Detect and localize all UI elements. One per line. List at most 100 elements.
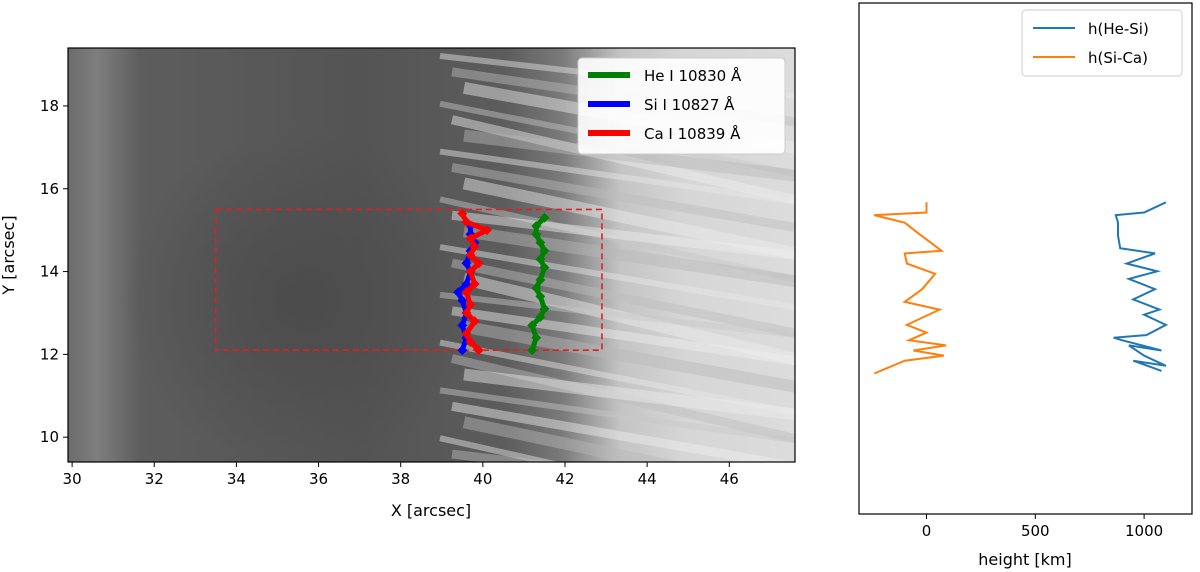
series-point (469, 279, 480, 289)
series-point (465, 299, 476, 310)
region-box (215, 208, 603, 352)
series-point (531, 221, 542, 231)
height-line-0 (1113, 201, 1169, 372)
left-x-ticks: 30 32 34 36 38 40 42 44 46 (63, 462, 739, 488)
left-panel: 30 32 34 36 38 40 42 44 46 10 12 14 16 18 X [arcsec]… (0, 47, 796, 520)
series-point (465, 336, 476, 347)
filament (439, 196, 795, 283)
series-point (535, 237, 546, 248)
series-point (461, 216, 472, 227)
series-point (457, 320, 468, 331)
series-point (535, 274, 546, 285)
filament (439, 291, 795, 338)
filament (439, 435, 560, 462)
x-tick-label: 46 (720, 470, 739, 488)
series-point (465, 250, 476, 260)
y-tick-label: 12 (40, 345, 59, 363)
left-plot-frame (67, 47, 796, 463)
legend-label-ca: Ca I 10839 Å (644, 124, 741, 143)
right-legend: h(He-Si) h(Si-Ca) (1021, 9, 1183, 77)
right-x-ticks: 0 500 1000 (922, 514, 1163, 540)
series-point (539, 212, 550, 223)
x-tick-label: 30 (63, 470, 82, 488)
series-point (461, 308, 472, 318)
right-series-layer (873, 201, 1169, 375)
x-tick-label: 1000 (1125, 522, 1163, 540)
left-legend: He I 10830 Å Si I 10827 Å Ca I 10839 Å (577, 57, 786, 155)
left-x-axis-label: X [arcsec] (391, 501, 471, 520)
filament (450, 354, 795, 443)
filament (463, 225, 795, 288)
filament (451, 258, 795, 338)
x-tick-label: 0 (922, 522, 932, 540)
series-point (527, 345, 538, 356)
series-point (535, 312, 546, 323)
x-tick-label: 42 (555, 470, 574, 488)
x-tick-label: 36 (309, 470, 328, 488)
left-y-ticks: 10 12 14 16 18 (40, 97, 68, 446)
x-tick-label: 500 (1021, 522, 1050, 540)
filament (451, 163, 795, 232)
y-tick-label: 10 (40, 428, 59, 446)
series-line-2 (459, 211, 490, 353)
umbra-core (120, 130, 480, 462)
right-plot-frame (858, 2, 1193, 515)
legend-label-si: Si I 10827 Å (644, 95, 735, 114)
left-series-layer (453, 208, 550, 356)
right-legend-box (1021, 9, 1183, 77)
filament (439, 387, 795, 444)
filament (451, 306, 795, 366)
series-point (539, 303, 550, 314)
series-point (539, 245, 550, 256)
filament (462, 273, 795, 365)
series-point (473, 258, 484, 269)
series-point (457, 208, 468, 219)
series-point (473, 345, 484, 356)
series-point (461, 328, 472, 339)
x-tick-label: 40 (473, 470, 492, 488)
filament (439, 148, 795, 205)
series-point (469, 316, 480, 327)
filament (463, 129, 795, 182)
left-y-axis-label: Y [arcsec] (0, 215, 18, 295)
series-point (461, 287, 472, 298)
series-point (469, 241, 480, 252)
filament (451, 401, 795, 462)
filament (439, 339, 795, 416)
series-point (453, 287, 464, 298)
series-point (531, 229, 542, 240)
series-point (535, 291, 546, 302)
series-point (461, 258, 472, 269)
legend-label-he-si: h(He-Si) (1088, 20, 1149, 38)
series-point (457, 295, 468, 306)
legend-label-si-ca: h(Si-Ca) (1088, 49, 1148, 67)
x-tick-label: 34 (227, 470, 246, 488)
legend-label-he: He I 10830 Å (644, 66, 742, 85)
series-point (531, 332, 542, 343)
y-tick-label: 16 (40, 180, 59, 198)
right-panel: 0 500 1000 height [km] h(He-Si) h(Si-Ca) (858, 2, 1193, 569)
series-point (481, 225, 492, 236)
right-plot-background (859, 3, 1192, 514)
x-tick-label: 32 (145, 470, 164, 488)
height-line-1 (873, 202, 947, 375)
y-tick-label: 14 (40, 263, 59, 281)
filament (462, 177, 795, 260)
filament (451, 449, 559, 462)
series-point (457, 345, 468, 356)
filament (451, 210, 795, 260)
series-point (531, 283, 542, 294)
filament (463, 368, 795, 421)
series-point (465, 266, 476, 277)
penumbral-filaments (439, 53, 795, 462)
y-tick-label: 18 (40, 97, 59, 115)
filament (439, 244, 795, 311)
x-tick-label: 38 (391, 470, 410, 488)
filament (450, 115, 795, 205)
right-x-axis-label: height [km] (978, 550, 1071, 569)
series-point (465, 233, 476, 244)
series-point (527, 320, 538, 331)
x-tick-label: 44 (638, 470, 657, 488)
series-point (539, 262, 550, 273)
